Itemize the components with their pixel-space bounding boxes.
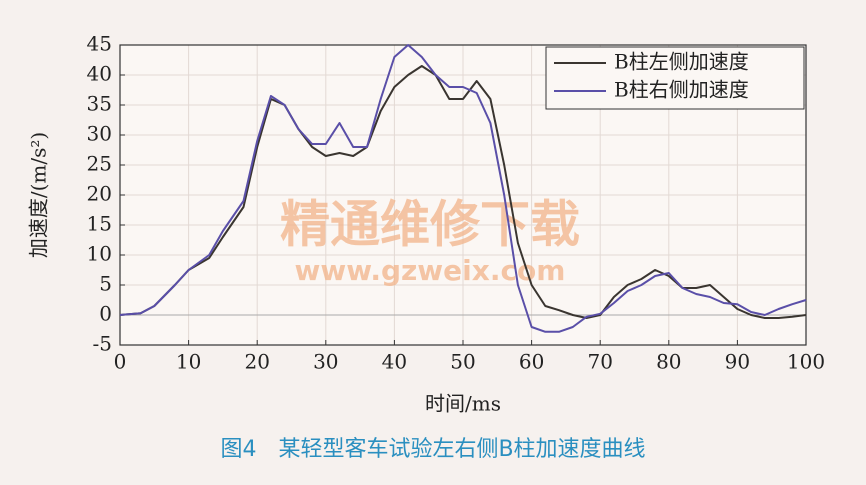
data-line (119, 44, 807, 333)
legend-label: B柱右侧加速度 (614, 78, 749, 102)
caption: 图4 某轻型客车试验左右侧B柱加速度曲线 (220, 437, 645, 462)
y-tick-label: 0 (99, 302, 112, 326)
x-tick-label: 0 (114, 350, 127, 374)
y-tick-label: 40 (87, 62, 112, 86)
legend-box (545, 46, 805, 110)
y-tick-label: 5 (99, 272, 112, 296)
y-tick-label: 25 (87, 152, 112, 176)
x-tick-label: 10 (176, 350, 201, 374)
y-tick-label: 35 (87, 92, 112, 116)
legend-label: B柱左侧加速度 (614, 50, 749, 74)
y-tick-label: 15 (87, 212, 112, 236)
y-tick-label: 10 (87, 242, 112, 266)
x-tick-label: 80 (656, 350, 681, 374)
x-tick-label: 60 (519, 350, 544, 374)
watermark: 精通维修下载 (280, 196, 580, 254)
x-tick-label: 70 (587, 350, 612, 374)
plot-frame (119, 44, 807, 346)
x-tick-label: 100 (787, 350, 825, 374)
y-axis-label: 加速度/(m/s²) (27, 132, 51, 258)
data-line (119, 65, 807, 319)
y-tick-label: -5 (93, 332, 112, 356)
x-tick-label: 50 (450, 350, 475, 374)
x-axis-label: 时间/ms (425, 392, 501, 416)
y-tick-label: 20 (87, 182, 112, 206)
watermark: www.gzweix.com (295, 254, 566, 287)
y-tick-label: 45 (87, 32, 112, 56)
x-tick-label: 40 (382, 350, 407, 374)
y-tick-label: 30 (87, 122, 112, 146)
x-tick-label: 30 (313, 350, 338, 374)
x-tick-label: 20 (244, 350, 269, 374)
x-tick-label: 90 (725, 350, 750, 374)
